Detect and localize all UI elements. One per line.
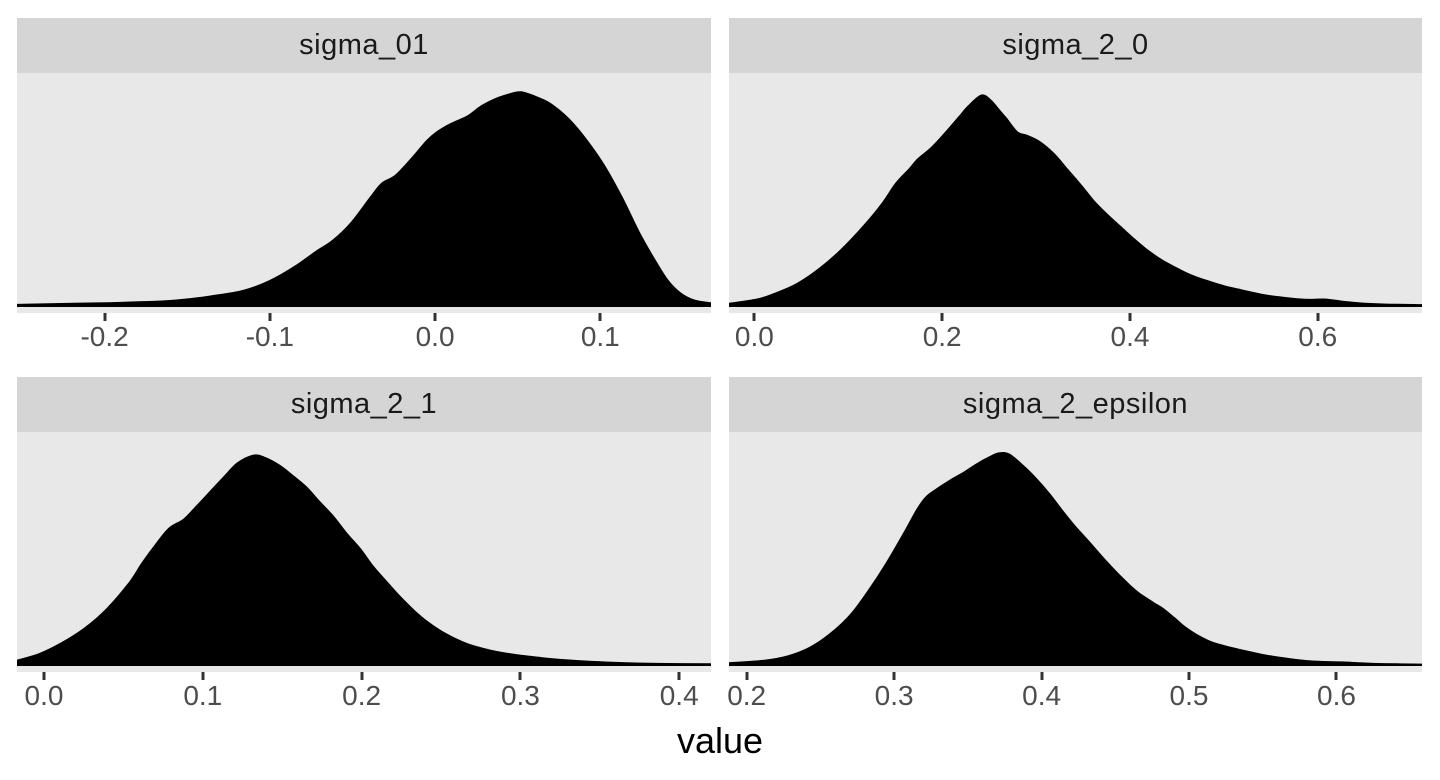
facet-sigma_2_1: sigma_2_1 0.0 0.1 0.2 0.3 0.4 (17, 377, 711, 736)
x-tick-mark (433, 313, 437, 321)
facet-sigma_2_epsilon: sigma_2_epsilon 0.2 0.3 0.4 0.5 0.6 (727, 377, 1422, 736)
x-tick-mark (745, 672, 749, 680)
facet-grid: sigma_01 -0.2 -0.1 0.0 0.1 sigma_2_0 0.0 0.2 0.4… (17, 18, 1422, 736)
facet-sigma_2_0: sigma_2_0 0.0 0.2 0.4 0.6 (729, 18, 1422, 377)
x-tick-label: 0.6 (1298, 321, 1338, 352)
x-tick-label: 0.5 (1169, 680, 1209, 711)
facet-strip: sigma_01 (17, 18, 711, 73)
density-curve-svg (729, 452, 1422, 666)
x-tick-label: -0.1 (245, 321, 294, 352)
x-tick-label: 0.4 (1022, 680, 1062, 711)
x-tick-mark (360, 672, 364, 680)
x-tick-mark (940, 313, 944, 321)
x-tick-label: 0.0 (734, 321, 774, 352)
x-tick-mark (1128, 313, 1132, 321)
x-tick-label: 0.4 (1110, 321, 1150, 352)
x-tick-mark (1334, 672, 1338, 680)
facet-panel (17, 432, 711, 672)
density-curve-svg (17, 454, 711, 666)
density-area (17, 454, 711, 666)
facet-strip-label: sigma_2_1 (290, 388, 438, 420)
facet-x-axis: 0.0 0.2 0.4 0.6 (729, 313, 1422, 377)
x-tick-mark (1187, 672, 1191, 680)
x-tick-label: 0.3 (874, 680, 914, 711)
x-tick-mark (598, 313, 602, 321)
x-tick-label: 0.2 (922, 321, 962, 352)
x-tick-label: 0.6 (1317, 680, 1356, 711)
x-tick-label: 0.0 (415, 321, 455, 352)
x-tick-label: 0.4 (659, 680, 699, 711)
x-tick-label: 0.2 (727, 680, 767, 711)
density-curve-svg (17, 91, 711, 307)
x-tick-mark (1316, 313, 1320, 321)
density-area (17, 91, 711, 307)
density-area (729, 452, 1422, 666)
x-tick-label: -0.2 (80, 321, 129, 352)
x-tick-label: 0.3 (500, 680, 540, 711)
facet-strip: sigma_2_0 (729, 18, 1422, 73)
facet-strip-label: sigma_2_epsilon (962, 388, 1189, 420)
x-tick-mark (103, 313, 107, 321)
facet-strip: sigma_2_1 (17, 377, 711, 432)
x-axis-title: value (676, 720, 764, 761)
x-tick-label: 0.1 (183, 680, 223, 711)
facet-panel (729, 73, 1422, 313)
facet-strip-label: sigma_2_0 (1002, 29, 1149, 61)
facet-panel (17, 73, 711, 313)
x-tick-label: 0.1 (580, 321, 620, 352)
facet-x-axis: 0.2 0.3 0.4 0.5 0.6 (727, 672, 1422, 736)
x-tick-mark (752, 313, 756, 321)
facet-strip: sigma_2_epsilon (729, 377, 1422, 432)
facet-strip-label: sigma_01 (299, 29, 429, 61)
x-tick-mark (268, 313, 272, 321)
x-tick-mark (42, 672, 46, 680)
x-tick-mark (518, 672, 522, 680)
x-tick-mark (892, 672, 896, 680)
x-tick-label: 0.2 (342, 680, 382, 711)
facet-sigma_01: sigma_01 -0.2 -0.1 0.0 0.1 (17, 18, 711, 377)
x-tick-mark (201, 672, 205, 680)
facet-x-axis: -0.2 -0.1 0.0 0.1 (17, 313, 711, 377)
density-area (729, 94, 1422, 307)
x-tick-mark (677, 672, 681, 680)
facet-x-axis: 0.0 0.1 0.2 0.3 0.4 (17, 672, 711, 736)
x-tick-label: 0.0 (24, 680, 64, 711)
facet-panel (729, 432, 1422, 672)
x-tick-mark (1040, 672, 1044, 680)
density-curve-svg (729, 94, 1422, 307)
